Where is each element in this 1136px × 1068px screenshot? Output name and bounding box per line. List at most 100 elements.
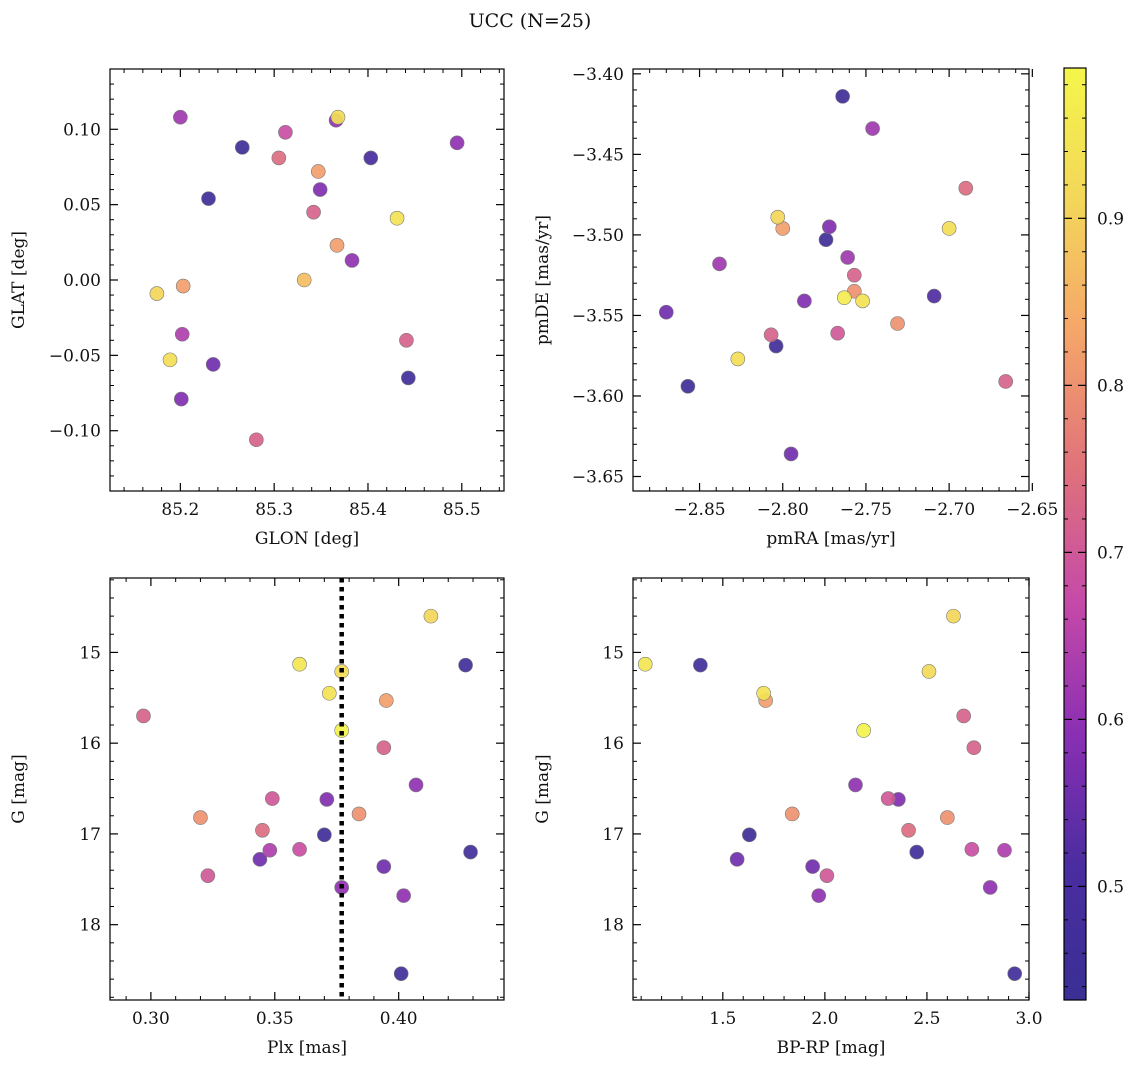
scatter-point (783, 446, 799, 462)
scatter-point (330, 109, 346, 125)
scatter-point (822, 219, 837, 235)
x-tick-label: −2.65 (1006, 500, 1058, 520)
scatter-point (865, 121, 880, 136)
scatter-point (890, 316, 905, 331)
x-tick-label: 0.35 (256, 1009, 294, 1029)
scatter-point (846, 267, 862, 283)
scatter-point (946, 608, 961, 624)
x-axis-label: Plx [mas] (267, 1038, 347, 1058)
x-tick-label: −2.75 (840, 500, 892, 520)
scatter-point (205, 357, 221, 372)
scatter-point (317, 827, 332, 843)
scatter-point (319, 792, 335, 807)
scatter-point (729, 852, 745, 867)
y-tick-label: −3.65 (572, 468, 624, 488)
scatter-point (940, 810, 955, 825)
scatter-point (344, 253, 360, 268)
x-tick-label: 85.2 (161, 500, 199, 520)
scatter-point (393, 966, 409, 981)
y-axis-label: pmDE [mas/yr] (533, 215, 553, 345)
scatter-point (964, 842, 980, 857)
y-tick-label: −3.55 (572, 306, 624, 326)
y-tick-label: 0.10 (63, 120, 101, 140)
scatter-point (966, 740, 982, 756)
scatter-point (637, 656, 653, 672)
scatter-point (658, 304, 674, 320)
panel-3: 0.30 0.35 0.40 15 16 17 18 Plx [mas] G [mag] (9, 577, 505, 1058)
scatter-point (399, 332, 414, 348)
x-tick-label: 85.5 (443, 500, 481, 520)
scatter-point (926, 288, 942, 304)
colorbar-tick-label: 0.9 (1097, 209, 1124, 229)
scatter-point (856, 723, 871, 738)
scatter-point (680, 379, 696, 394)
scatter-point (901, 822, 916, 838)
scatter-point (329, 238, 345, 253)
scatter-point (730, 351, 746, 367)
y-tick-label: −3.50 (572, 226, 624, 246)
scatter-point (770, 209, 786, 225)
plot-frame (632, 68, 1030, 492)
plot-frame (109, 577, 505, 1001)
scatter-point (819, 868, 835, 883)
scatter-point (262, 842, 278, 858)
scatter-point (162, 352, 178, 368)
colorbar-tick-label: 0.7 (1097, 543, 1124, 563)
scatter-point (306, 204, 321, 220)
plot-frame (632, 577, 1030, 1001)
x-axis-label: pmRA [mas/yr] (766, 529, 895, 549)
scatter-point (423, 608, 439, 624)
scatter-points (637, 608, 1023, 981)
scatter-point (763, 327, 779, 343)
scatter-point (784, 806, 800, 822)
x-tick-label: 3.0 (1015, 1009, 1042, 1029)
scatter-points (136, 608, 478, 981)
y-tick-label: 15 (602, 643, 624, 663)
y-tick-label: 18 (79, 916, 101, 936)
scatter-point (401, 370, 416, 386)
scatter-point (376, 859, 392, 874)
y-tick-label: 16 (602, 734, 624, 754)
scatter-point (408, 777, 424, 793)
scatter-point (175, 278, 191, 294)
y-tick-label: 17 (79, 825, 101, 845)
scatter-point (312, 182, 328, 197)
scatter-point (310, 164, 326, 179)
scatter-point (463, 844, 478, 860)
scatter-points (149, 109, 465, 448)
scatter-point (249, 432, 264, 448)
scatter-point (742, 827, 757, 843)
scatter-point (997, 842, 1012, 858)
y-tick-label: −3.45 (572, 145, 624, 165)
scatter-point (712, 256, 727, 272)
scatter-point (174, 326, 190, 342)
scatter-point (837, 290, 852, 306)
scatter-point (136, 708, 151, 724)
scatter-point (982, 880, 998, 895)
x-axis-label: GLON [deg] (255, 529, 359, 549)
scatter-point (389, 210, 405, 226)
scatter-point (193, 810, 208, 825)
y-tick-label: −0.10 (49, 422, 101, 442)
scatter-point (449, 135, 465, 151)
scatter-point (855, 293, 870, 309)
scatter-point (756, 685, 771, 701)
scatter-point (797, 293, 812, 309)
scatter-point (271, 150, 287, 166)
y-axis-label: G [mag] (9, 754, 29, 823)
x-tick-label: −2.85 (673, 500, 725, 520)
scatter-point (149, 286, 165, 301)
scatter-point (363, 150, 379, 166)
colorbar-fill (1064, 68, 1086, 1000)
scatter-point (265, 791, 280, 806)
scatter-point (234, 140, 250, 155)
figure-title: UCC (N=25) (469, 10, 592, 32)
scatter-point (376, 740, 392, 756)
colorbar-tick-label: 0.8 (1097, 376, 1124, 396)
scatter-point (840, 250, 855, 265)
scatter-point (848, 777, 863, 793)
scatter-point (396, 888, 411, 903)
y-tick-label: 15 (79, 643, 101, 663)
scatter-point (200, 868, 216, 883)
